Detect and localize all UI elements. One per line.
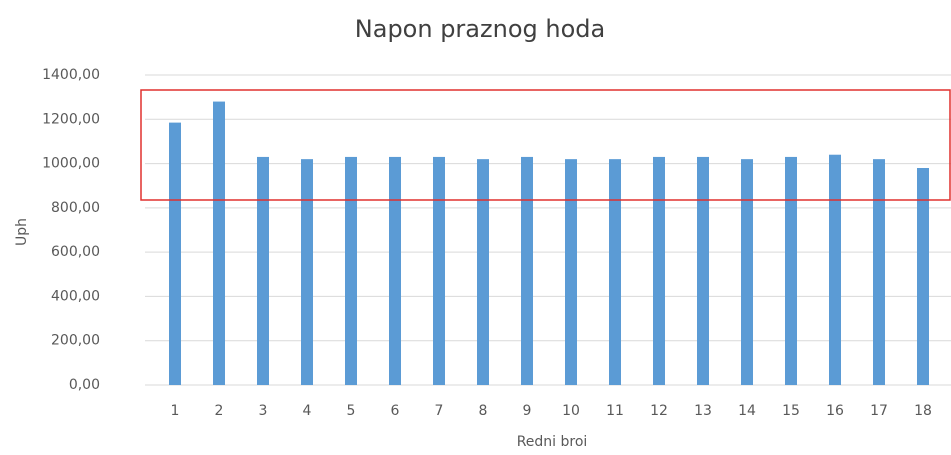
y-tick-label: 400,00 [51, 288, 100, 304]
x-tick-label: 15 [782, 403, 800, 419]
y-tick-label: 600,00 [51, 244, 100, 260]
bar [785, 156, 797, 385]
y-tick-label: 200,00 [51, 333, 100, 349]
bar [917, 168, 929, 385]
bar [741, 159, 753, 385]
x-tick-label: 6 [391, 403, 400, 419]
bar [257, 156, 269, 385]
y-axis-label: Uph [14, 218, 30, 246]
x-tick-label: 5 [347, 403, 356, 419]
bar [653, 156, 665, 385]
x-tick-label: 9 [523, 403, 532, 419]
x-tick-label: 11 [606, 403, 624, 419]
bar [477, 159, 489, 385]
bar [169, 122, 181, 385]
x-tick-label: 13 [694, 403, 712, 419]
bar [389, 156, 401, 385]
y-tick-label: 0,00 [69, 377, 100, 393]
bar [565, 159, 577, 385]
bar [697, 156, 709, 385]
x-tick-label: 3 [259, 403, 268, 419]
y-tick-label: 800,00 [51, 200, 100, 216]
x-tick-label: 14 [738, 403, 756, 419]
chart-title: Napon praznog hoda [355, 15, 605, 43]
bar [609, 159, 621, 385]
y-tick-label: 1000,00 [42, 156, 100, 172]
x-tick-label: 8 [479, 403, 488, 419]
x-tick-label: 18 [914, 403, 932, 419]
bar [433, 156, 445, 385]
y-tick-label: 1200,00 [42, 111, 100, 127]
x-tick-label: 12 [650, 403, 668, 419]
bar [345, 156, 357, 385]
bar [829, 154, 841, 385]
x-tick-label: 4 [303, 403, 312, 419]
x-tick-label: 17 [870, 403, 888, 419]
x-tick-label: 1 [171, 403, 180, 419]
bar [213, 101, 225, 386]
x-tick-label: 10 [562, 403, 580, 419]
bar [301, 159, 313, 385]
y-tick-label: 1400,00 [42, 67, 100, 83]
x-axis-label: Redni broi [517, 434, 588, 450]
bar [873, 159, 885, 385]
x-tick-label: 7 [435, 403, 444, 419]
x-tick-label: 16 [826, 403, 844, 419]
highlight-box [140, 89, 951, 201]
x-tick-label: 2 [215, 403, 224, 419]
bar [521, 156, 533, 385]
